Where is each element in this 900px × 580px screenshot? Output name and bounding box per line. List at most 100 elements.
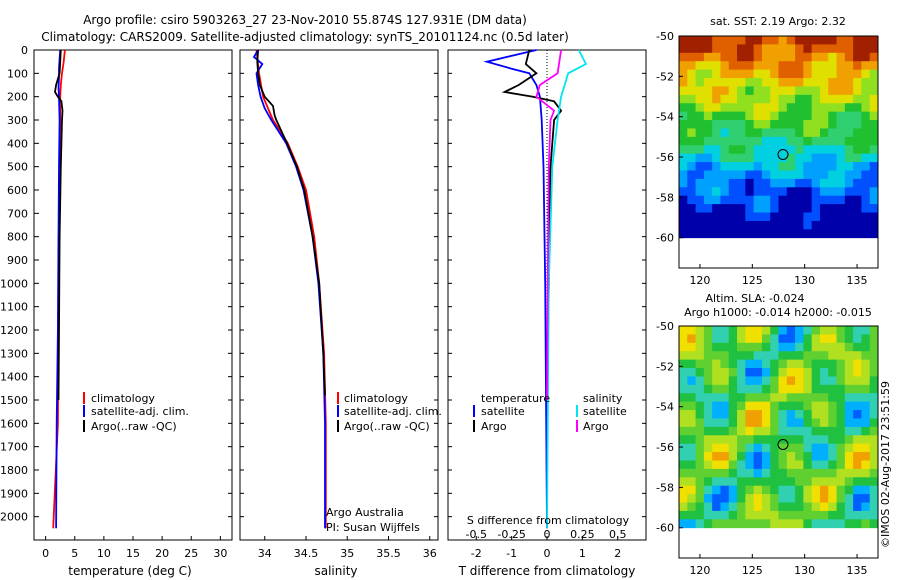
sla-cell	[778, 401, 788, 411]
sla-cell	[720, 485, 730, 495]
sst-cell	[745, 128, 755, 138]
sla-cell	[770, 460, 779, 470]
sla-cell	[753, 342, 763, 352]
depth-tick-label: 1200	[0, 324, 28, 337]
sst-cell	[844, 103, 854, 113]
sst-cell	[712, 229, 721, 239]
sla-cell	[703, 342, 713, 352]
sst-cell	[703, 187, 713, 197]
series-line-satellite-adj-clim-	[252, 49, 326, 529]
sla-cell	[836, 326, 846, 335]
sla-cell	[869, 410, 879, 419]
sst-cell	[703, 44, 713, 54]
sst-cell	[703, 153, 713, 163]
sla-cell	[703, 426, 713, 436]
sla-cell	[679, 401, 688, 411]
x2-tick-label: 0.25	[570, 528, 595, 541]
sst-cell	[761, 86, 771, 96]
sst-cell	[795, 69, 804, 79]
sst-cell	[844, 120, 854, 129]
sst-cell	[819, 78, 829, 87]
sst-cell	[712, 145, 721, 155]
sst-cell	[770, 212, 779, 222]
sst-cell	[869, 103, 879, 113]
sst-cell	[786, 162, 796, 171]
sst-cell	[687, 162, 696, 171]
sst-cell	[828, 120, 837, 129]
sst-cell	[869, 36, 879, 45]
sst-cell	[679, 61, 688, 71]
sla-cell	[861, 502, 871, 512]
sst-cell	[869, 229, 879, 239]
sla-cell	[712, 326, 721, 335]
sla-cell	[687, 494, 696, 503]
sla-cell	[844, 426, 854, 436]
sst-cell	[712, 52, 721, 62]
sst-cell	[753, 69, 763, 79]
sla-cell	[745, 342, 755, 352]
sst-cell	[679, 44, 688, 54]
sst-cell	[803, 103, 813, 113]
sla-cell	[712, 418, 721, 428]
sla-cell	[819, 410, 829, 419]
sla-cell	[795, 359, 804, 369]
sla-cell	[737, 443, 746, 453]
temperature-legend: climatology satellite-adj. clim. Argo(..…	[83, 392, 189, 433]
sla-cell	[795, 460, 804, 470]
sla-cell	[844, 519, 854, 529]
sst-cell	[786, 86, 796, 96]
sst-cell	[836, 178, 846, 188]
sst-cell	[712, 195, 721, 205]
sst-cell	[836, 52, 846, 62]
sla-cell	[770, 401, 779, 411]
sla-cell	[869, 384, 879, 394]
sst-cell	[737, 120, 746, 129]
sst-cell	[778, 36, 788, 45]
sst-cell	[861, 78, 871, 87]
sst-cell	[761, 145, 771, 155]
sst-cell	[687, 86, 696, 96]
sst-cell	[869, 136, 879, 146]
sst-cell	[828, 44, 837, 54]
sst-cell	[811, 153, 821, 163]
sst-cell	[853, 52, 862, 62]
sst-cell	[819, 212, 829, 222]
sst-cell	[695, 145, 705, 155]
sst-cell	[703, 212, 713, 222]
sla-cell	[828, 401, 837, 411]
sst-cell	[861, 103, 871, 113]
sst-cell	[712, 103, 721, 113]
sst-cell	[786, 145, 796, 155]
sla-cell	[861, 410, 871, 419]
sst-cell	[695, 103, 705, 113]
sst-cell	[819, 178, 829, 188]
sla-cell	[745, 393, 755, 403]
sst-cell	[853, 220, 862, 230]
sst-cell	[695, 136, 705, 146]
sst-cell	[828, 220, 837, 230]
sla-cell	[853, 477, 862, 487]
sla-cell	[803, 519, 813, 529]
sla-cell	[703, 485, 713, 495]
sla-cell	[786, 426, 796, 436]
sst-cell	[712, 111, 721, 121]
sst-cell	[695, 220, 705, 230]
sst-cell	[753, 94, 763, 104]
sla-cell	[753, 485, 763, 495]
difference-legend: temperature salinity satellite Argo sate…	[473, 392, 627, 433]
sst-cell	[836, 195, 846, 205]
sst-cell	[861, 111, 871, 121]
sla-cell	[853, 468, 862, 478]
sst-cell	[795, 145, 804, 155]
sla-cell	[753, 410, 763, 419]
temp-legend-satellite: satellite-adj. clim.	[91, 405, 189, 418]
sla-cell	[761, 435, 771, 445]
sst-cell	[836, 162, 846, 171]
sst-cell	[703, 78, 713, 87]
sla-cell	[703, 393, 713, 403]
sst-cell	[737, 195, 746, 205]
sst-cell	[753, 187, 763, 197]
sst-cell	[770, 162, 779, 171]
sla-cell	[795, 452, 804, 461]
sla-cell	[761, 384, 771, 394]
